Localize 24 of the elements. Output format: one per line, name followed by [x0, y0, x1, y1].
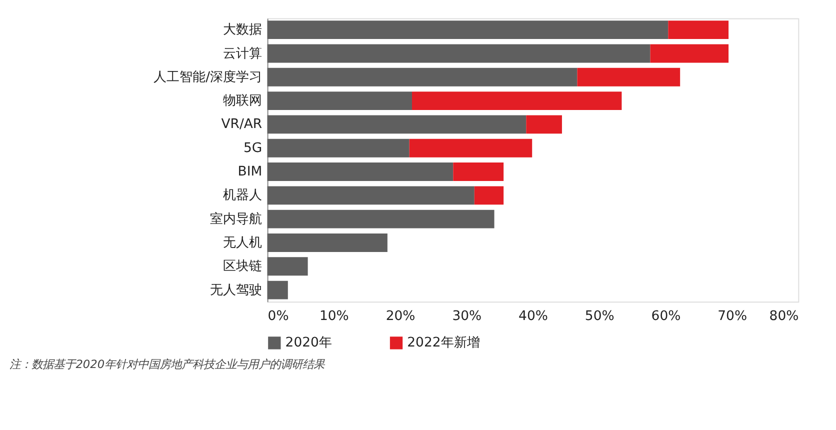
x-tick-label: 40%: [518, 309, 548, 324]
y-tick-label: 云计算: [223, 46, 262, 62]
y-tick-label: 区块链: [223, 259, 262, 274]
legend-label: 2020年: [285, 336, 332, 351]
y-tick-label: VR/AR: [221, 117, 262, 132]
y-tick-label: 室内导航: [210, 210, 262, 227]
y-tick-label: 机器人: [223, 188, 262, 204]
x-tick-label: 70%: [718, 309, 748, 324]
legend-label: 2022年新增: [407, 336, 480, 351]
x-tick-label: 50%: [584, 309, 614, 324]
y-tick-label: 5G: [243, 140, 262, 156]
y-tick-label: 物联网: [223, 94, 262, 109]
x-tick-label: 20%: [386, 309, 416, 324]
y-tick-label: BIM: [238, 164, 262, 180]
x-tick-label: 0%: [268, 309, 289, 324]
y-tick-label: 无人驾驶: [210, 282, 262, 298]
x-tick-label: 30%: [452, 309, 482, 324]
x-tick-label: 60%: [651, 309, 681, 324]
text: 注：数据基于2020年针对中国房地产科技企业与用户的调研结果: [10, 356, 326, 371]
y-tick-label: 大数据: [223, 22, 262, 38]
x-tick-label: 10%: [319, 309, 349, 324]
x-tick-label: 80%: [769, 309, 799, 324]
y-tick-label: 无人机: [223, 236, 262, 251]
y-tick-label: 人工智能/深度学习: [154, 68, 262, 85]
